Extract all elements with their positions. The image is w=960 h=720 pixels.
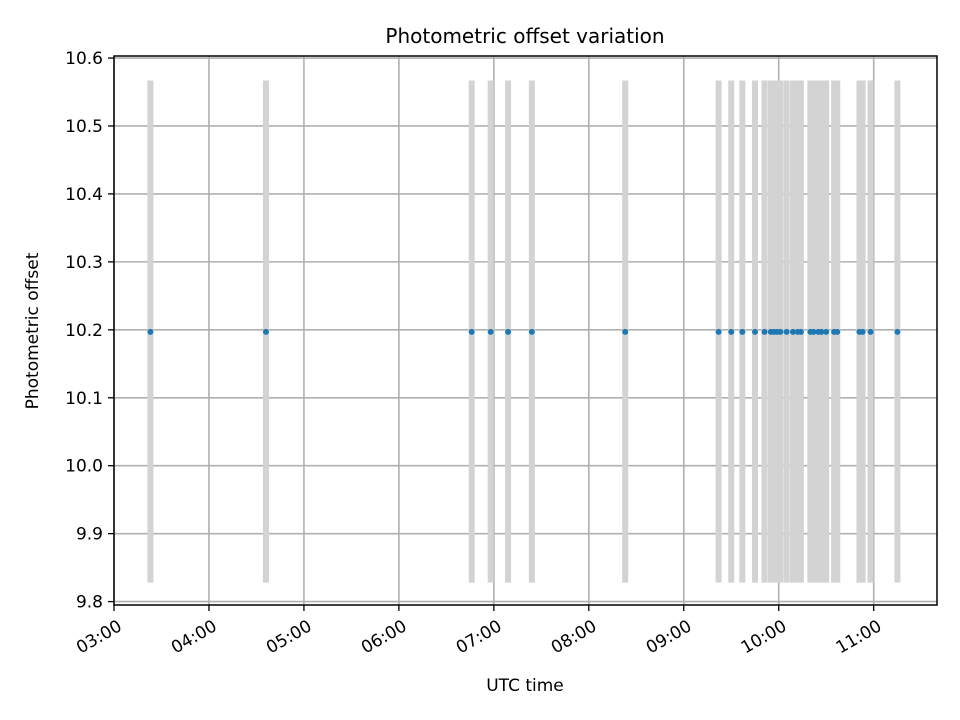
data-point — [867, 328, 874, 335]
data-point — [834, 328, 841, 335]
data-point — [789, 328, 796, 335]
chart-title: Photometric offset variation — [385, 24, 664, 48]
data-points — [147, 328, 901, 335]
data-point — [818, 328, 825, 335]
x-axis-label: UTC time — [486, 676, 564, 696]
y-tick-label: 10.5 — [65, 117, 103, 137]
y-tick-label: 10.2 — [65, 321, 103, 341]
data-point — [783, 328, 790, 335]
data-point — [797, 328, 804, 335]
data-point — [147, 328, 154, 335]
data-point — [622, 328, 629, 335]
data-point — [715, 328, 722, 335]
data-point — [487, 328, 494, 335]
data-point — [739, 328, 746, 335]
y-tick-label: 9.9 — [76, 525, 103, 545]
y-tick-label: 10.4 — [65, 185, 103, 205]
data-point — [761, 328, 768, 335]
data-point — [894, 328, 901, 335]
plot-frame — [113, 55, 938, 606]
data-point — [859, 328, 866, 335]
data-point — [505, 328, 512, 335]
y-tick-label: 9.8 — [76, 593, 103, 613]
data-point — [823, 328, 830, 335]
data-point — [528, 328, 535, 335]
data-point — [810, 328, 817, 335]
data-point — [262, 328, 269, 335]
y-tick-label: 10.6 — [65, 49, 103, 69]
data-point — [751, 328, 758, 335]
data-point — [468, 328, 475, 335]
y-axis-ticks: 9.8 9.9 10.0 10.1 10.2 10.3 10.4 10.5 10.6 — [65, 49, 114, 613]
y-tick-label: 10.3 — [65, 253, 103, 273]
y-tick-label: 10.1 — [65, 389, 103, 409]
data-point — [728, 328, 735, 335]
data-point — [777, 328, 784, 335]
y-tick-label: 10.0 — [65, 457, 103, 477]
y-axis-label: Photometric offset — [23, 252, 43, 409]
